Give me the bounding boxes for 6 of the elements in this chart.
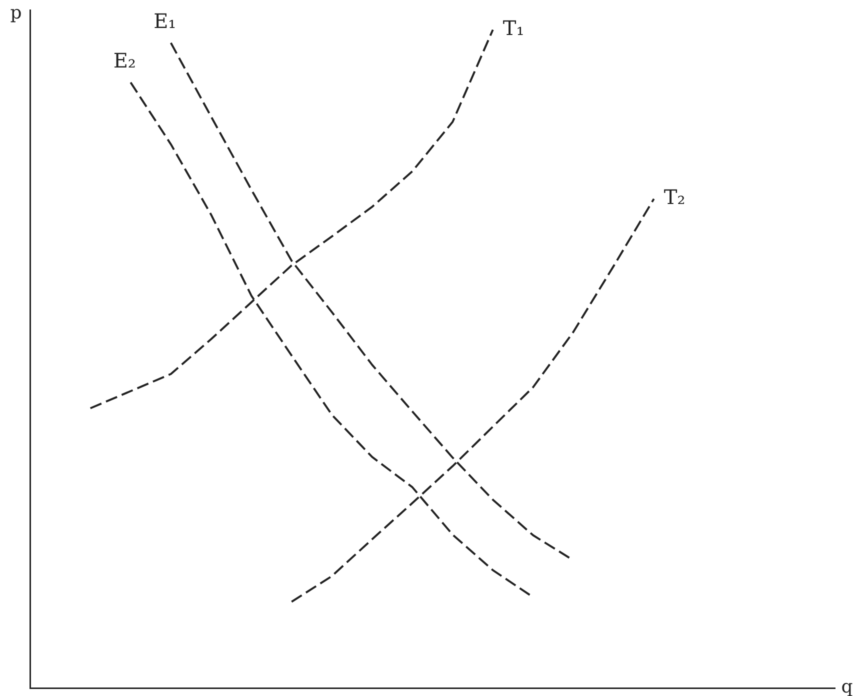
series-label: E₁ (154, 9, 176, 34)
series-label: T₂ (664, 185, 686, 210)
series-label: T₁ (502, 16, 524, 40)
y-axis-title: p (10, 2, 22, 24)
series-label: E₂ (113, 48, 136, 73)
x-axis-title: q (841, 676, 853, 696)
